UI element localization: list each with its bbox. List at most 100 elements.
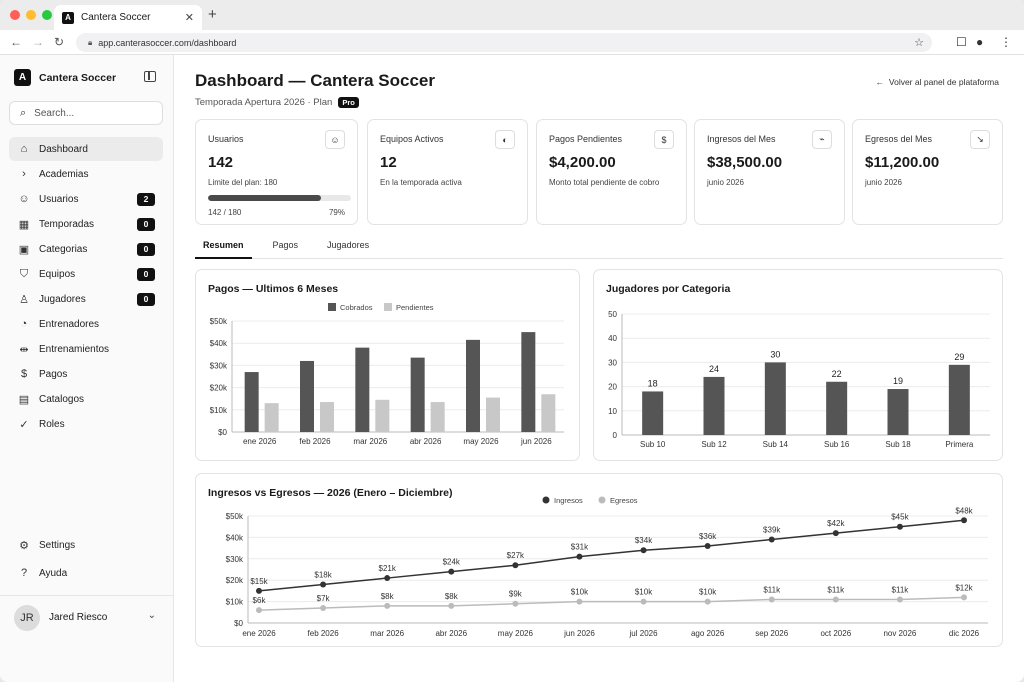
bar-pendientes[interactable]: [320, 402, 334, 432]
point-egresos[interactable]: [896, 596, 903, 603]
sidebar-toggle-icon[interactable]: [144, 71, 156, 82]
sidebar-item-roles[interactable]: ✓ Roles: [9, 412, 163, 436]
sidebar-item-ayuda[interactable]: ? Ayuda: [9, 561, 163, 585]
close-tab-icon[interactable]: ✕: [184, 12, 194, 24]
y-tick-label: $50k: [210, 317, 228, 326]
gear-icon: ⚙: [19, 539, 29, 552]
point-ingresos[interactable]: [704, 542, 711, 549]
players-chart-title: Jugadores por Categoria: [606, 283, 731, 295]
bar-category[interactable]: [703, 376, 725, 435]
sidebar-item-pagos[interactable]: $ Pagos: [9, 362, 163, 386]
chevron-down-icon[interactable]: ⌄: [147, 610, 156, 621]
bar-pendientes[interactable]: [375, 399, 390, 432]
bar-category[interactable]: [826, 381, 848, 435]
brand[interactable]: A Cantera Soccer: [14, 69, 116, 86]
bar-cobrados[interactable]: [410, 357, 425, 432]
point-ingresos[interactable]: [832, 530, 839, 537]
point-data-label: $24k: [443, 558, 461, 567]
user-icon: ☺: [18, 193, 30, 205]
back-arrow-icon[interactable]: ←: [10, 35, 22, 49]
profile-icon[interactable]: ●: [976, 35, 984, 49]
y-tick-label: 0: [613, 431, 618, 440]
bar-cobrados[interactable]: [300, 360, 314, 432]
sidebar-item-dashboard[interactable]: ⌂ Dashboard: [9, 137, 163, 161]
point-ingresos[interactable]: [320, 581, 327, 588]
bar-pendientes[interactable]: [264, 403, 279, 432]
point-ingresos[interactable]: [640, 547, 647, 554]
sidebar-item-label: Temporadas: [39, 218, 95, 230]
point-egresos[interactable]: [512, 600, 519, 607]
point-data-label: $6k: [253, 596, 267, 605]
url-field[interactable]: 🔒︎ app.canterasoccer.com/dashboard ☆: [76, 33, 932, 52]
point-ingresos[interactable]: [512, 562, 519, 569]
bar-cobrados[interactable]: [466, 339, 480, 432]
user-menu[interactable]: JR Jared Riesco ⌄: [0, 595, 174, 639]
bar-category[interactable]: [948, 364, 970, 435]
browser-tab[interactable]: A Cantera Soccer ✕: [54, 5, 202, 30]
point-ingresos[interactable]: [576, 553, 583, 560]
maximize-window-button[interactable]: [42, 10, 52, 20]
point-egresos[interactable]: [832, 596, 839, 603]
minimize-window-button[interactable]: [26, 10, 36, 20]
point-ingresos[interactable]: [768, 536, 775, 543]
bar-cobrados[interactable]: [355, 347, 370, 432]
extensions-icon[interactable]: ☐: [956, 35, 967, 49]
sidebar-item-settings[interactable]: ⚙ Settings: [9, 533, 163, 557]
point-egresos[interactable]: [961, 594, 967, 601]
tab-resumen[interactable]: Resumen: [195, 235, 252, 259]
bar-pendientes[interactable]: [486, 397, 500, 432]
bar-pendientes[interactable]: [430, 402, 445, 432]
sidebar-item-entrenadores[interactable]: ◔ Entrenadores: [9, 312, 163, 336]
x-tick-label: ago 2026: [691, 629, 725, 638]
user-name: Jared Riesco: [49, 612, 108, 623]
tab-pagos[interactable]: Pagos: [272, 240, 299, 250]
sidebar-item-temporadas[interactable]: ▦ Temporadas 0: [9, 212, 163, 236]
bar-data-label: 18: [648, 378, 658, 388]
bar-category[interactable]: [887, 389, 909, 435]
point-egresos[interactable]: [768, 596, 775, 603]
progress-fill: [208, 195, 321, 201]
forward-arrow-icon[interactable]: →: [32, 35, 44, 49]
search-input[interactable]: ⌕ Search...: [9, 101, 163, 125]
home-icon: ⌂: [20, 143, 28, 155]
point-ingresos[interactable]: [961, 517, 967, 524]
point-ingresos[interactable]: [448, 568, 455, 575]
point-egresos[interactable]: [704, 598, 711, 605]
sidebar-item-entrenamientos[interactable]: ⇹ Entrenamientos: [9, 337, 163, 361]
page-subtitle: Temporada Apertura 2026 · Plan Pro: [195, 97, 359, 108]
card-value: $11,200.00: [865, 154, 940, 171]
sidebar-item-equipos[interactable]: ⛉ Equipos 0: [9, 262, 163, 286]
point-ingresos[interactable]: [896, 523, 903, 530]
bar-cobrados[interactable]: [521, 332, 536, 432]
sidebar-item-categorias[interactable]: ▣ Categorias 0: [9, 237, 163, 261]
sidebar-item-usuarios[interactable]: ☺ Usuarios 2: [9, 187, 163, 211]
browser-tab-bar: A Cantera Soccer ✕ +: [0, 0, 1024, 30]
point-egresos[interactable]: [576, 598, 583, 605]
sidebar-item-label: Categorias: [39, 243, 88, 255]
point-egresos[interactable]: [256, 607, 262, 614]
bar-cobrados[interactable]: [244, 372, 259, 432]
sidebar-item-jugadores[interactable]: ♙ Jugadores 0: [9, 287, 163, 311]
point-egresos[interactable]: [384, 602, 391, 609]
sidebar-item-academias[interactable]: › Academias: [9, 162, 163, 186]
back-to-platform-link[interactable]: ← Volver al panel de plataforma: [876, 77, 999, 87]
point-egresos[interactable]: [320, 605, 327, 612]
reload-icon[interactable]: ↻: [54, 35, 65, 49]
stat-card-usuarios: Usuarios ☺ 142 Limite del plan: 180 142 / 18…: [195, 119, 358, 225]
point-egresos[interactable]: [448, 602, 455, 609]
point-data-label: $18k: [314, 570, 332, 579]
chart-icon: ⌁: [812, 130, 832, 149]
bookmark-star-icon[interactable]: ☆: [914, 37, 924, 49]
income-expense-chart-panel: Ingresos vs Egresos — 2026 (Enero – Dici…: [195, 473, 1003, 647]
close-window-button[interactable]: [10, 10, 20, 20]
point-ingresos[interactable]: [384, 575, 391, 582]
bar-category[interactable]: [764, 362, 786, 435]
bar-category[interactable]: [642, 391, 664, 435]
point-ingresos[interactable]: [256, 587, 262, 594]
browser-menu-icon[interactable]: ⋮: [1000, 35, 1012, 49]
new-tab-button[interactable]: +: [208, 6, 217, 23]
point-egresos[interactable]: [640, 598, 647, 605]
bar-pendientes[interactable]: [541, 394, 556, 432]
sidebar-item-catalogos[interactable]: ▤ Catalogos: [9, 387, 163, 411]
tab-jugadores[interactable]: Jugadores: [327, 240, 370, 250]
